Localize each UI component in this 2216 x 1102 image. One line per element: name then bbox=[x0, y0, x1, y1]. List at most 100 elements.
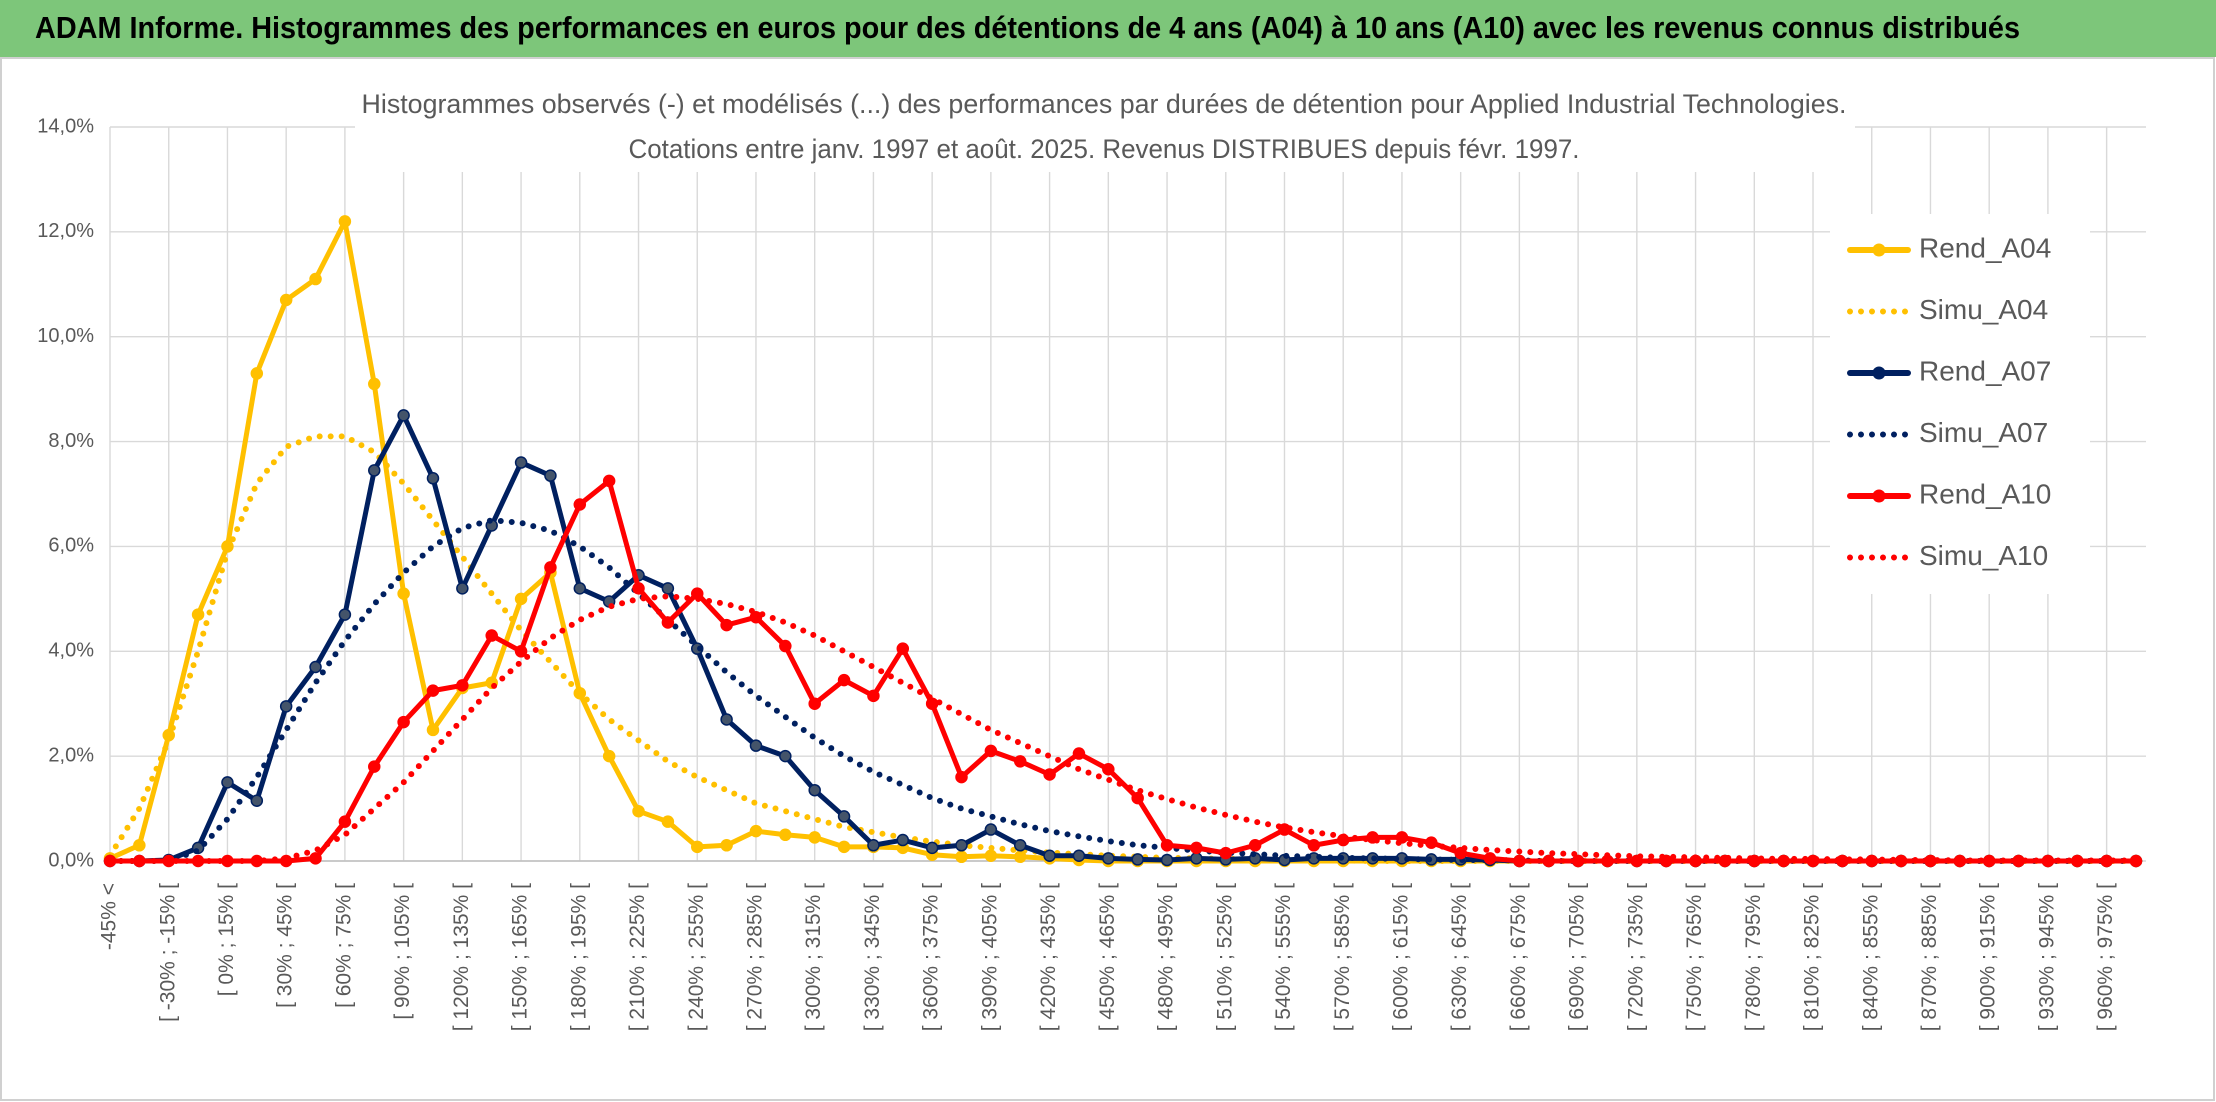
data-point bbox=[1160, 853, 1174, 867]
data-point bbox=[632, 582, 645, 595]
data-point bbox=[867, 839, 880, 852]
legend-marker bbox=[1872, 489, 1886, 503]
data-point bbox=[514, 645, 528, 658]
x-tick-label: [ 270% ; 285% [ bbox=[744, 883, 767, 1031]
data-point bbox=[837, 840, 851, 854]
data-point bbox=[984, 849, 998, 863]
data-point bbox=[690, 840, 704, 854]
data-point bbox=[544, 469, 557, 482]
series bbox=[103, 215, 2143, 868]
x-tick-label: [ -30% ; -15% [ bbox=[156, 883, 179, 1022]
legend-box bbox=[1830, 214, 2090, 594]
data-point bbox=[397, 587, 410, 600]
x-tick-label: [ 900% ; 915% [ bbox=[1977, 883, 2000, 1031]
header-title: ADAM Informe. Histogrammes des performan… bbox=[35, 10, 2020, 45]
data-point bbox=[309, 852, 322, 865]
y-tick-label: 2,0% bbox=[48, 744, 94, 766]
data-point bbox=[397, 409, 410, 422]
legend-label: Rend_A10 bbox=[1919, 478, 2051, 509]
data-point bbox=[955, 770, 968, 784]
data-point bbox=[1072, 747, 1086, 760]
data-point bbox=[896, 833, 910, 847]
x-tick-label: [ 810% ; 825% [ bbox=[1801, 883, 1824, 1031]
data-point bbox=[808, 783, 821, 797]
data-point bbox=[485, 629, 498, 642]
legend-label: Rend_A07 bbox=[1919, 355, 2051, 386]
chart-title: Histogrammes observés (-) et modélisés (… bbox=[362, 89, 1847, 119]
data-point bbox=[368, 377, 381, 391]
y-tick-label: 6,0% bbox=[48, 535, 94, 557]
data-point bbox=[602, 749, 616, 763]
data-point bbox=[1483, 852, 1497, 865]
x-tick-label: [ 450% ; 465% [ bbox=[1096, 883, 1119, 1031]
data-point bbox=[514, 592, 528, 606]
data-point bbox=[368, 464, 381, 477]
series-line bbox=[107, 593, 2139, 864]
data-point bbox=[573, 498, 587, 511]
data-point bbox=[426, 723, 440, 737]
data-point bbox=[1160, 839, 1174, 852]
data-point bbox=[779, 749, 792, 763]
x-tick-label: [ 360% ; 375% [ bbox=[920, 883, 943, 1031]
data-point bbox=[984, 823, 998, 836]
x-tick-label: [ 150% ; 165% [ bbox=[509, 883, 532, 1031]
data-point bbox=[426, 684, 440, 697]
data-point bbox=[661, 582, 675, 595]
x-tick-label: [ 720% ; 735% [ bbox=[1624, 883, 1647, 1031]
data-point bbox=[338, 608, 352, 621]
data-point bbox=[514, 456, 528, 469]
x-tick-label: [ 780% ; 795% [ bbox=[1742, 883, 1765, 1031]
data-point bbox=[779, 639, 792, 653]
data-point bbox=[279, 293, 293, 307]
series-line bbox=[107, 478, 2139, 864]
data-point bbox=[1513, 854, 1526, 868]
axes: 0,0% 2,0% 4,0% 6,0% 8,0% 10,0% 12,0% 14,0% -45% … bbox=[37, 115, 2136, 1031]
y-tick-label: 8,0% bbox=[48, 430, 94, 452]
x-tick-label: [ 690% ; 705% [ bbox=[1566, 883, 1589, 1031]
y-tick-label: 4,0% bbox=[48, 640, 94, 662]
x-tick-label: [ 30% ; 45% [ bbox=[274, 883, 297, 1008]
data-point bbox=[544, 561, 557, 574]
data-point bbox=[867, 689, 880, 703]
data-point bbox=[661, 616, 675, 629]
x-tick-label: [ 600% ; 615% [ bbox=[1389, 883, 1412, 1031]
x-tick-label: [ 750% ; 765% [ bbox=[1683, 883, 1706, 1031]
data-point bbox=[1219, 846, 1233, 860]
data-point bbox=[397, 715, 410, 729]
data-point bbox=[191, 608, 205, 621]
data-point bbox=[1190, 841, 1203, 855]
x-tick-label: [ 480% ; 495% [ bbox=[1155, 883, 1178, 1031]
x-tick-label: [ 960% ; 975% [ bbox=[2094, 883, 2117, 1031]
y-tick-label: 12,0% bbox=[37, 220, 94, 242]
data-point bbox=[837, 673, 851, 687]
data-point bbox=[837, 810, 851, 823]
data-point bbox=[1043, 849, 1056, 863]
legend-marker bbox=[1872, 366, 1886, 380]
data-point bbox=[368, 760, 381, 773]
y-tick-label: 14,0% bbox=[37, 115, 94, 137]
series-line bbox=[107, 517, 2139, 864]
data-point bbox=[808, 697, 821, 710]
x-tick-label: [ 420% ; 435% [ bbox=[1037, 883, 1060, 1031]
x-tick-label: [ 60% ; 75% [ bbox=[332, 883, 355, 1008]
x-tick-label: [ 180% ; 195% [ bbox=[567, 883, 590, 1031]
data-point bbox=[925, 697, 939, 710]
x-tick-label: [ 660% ; 675% [ bbox=[1507, 883, 1530, 1031]
data-point bbox=[456, 679, 469, 692]
data-point bbox=[1248, 839, 1262, 852]
data-point bbox=[896, 642, 910, 655]
data-point bbox=[1102, 763, 1115, 776]
data-point bbox=[720, 713, 733, 726]
data-point bbox=[749, 824, 763, 838]
data-point bbox=[925, 841, 939, 855]
data-point bbox=[338, 215, 352, 228]
data-point bbox=[602, 474, 616, 488]
y-tick-label: 0,0% bbox=[48, 849, 94, 871]
data-point bbox=[338, 815, 352, 828]
data-point bbox=[749, 610, 763, 624]
data-point bbox=[309, 272, 322, 286]
data-point bbox=[1131, 853, 1144, 866]
x-tick-label: [ 330% ; 345% [ bbox=[861, 883, 884, 1031]
x-tick-label: [ 630% ; 645% [ bbox=[1448, 883, 1471, 1031]
